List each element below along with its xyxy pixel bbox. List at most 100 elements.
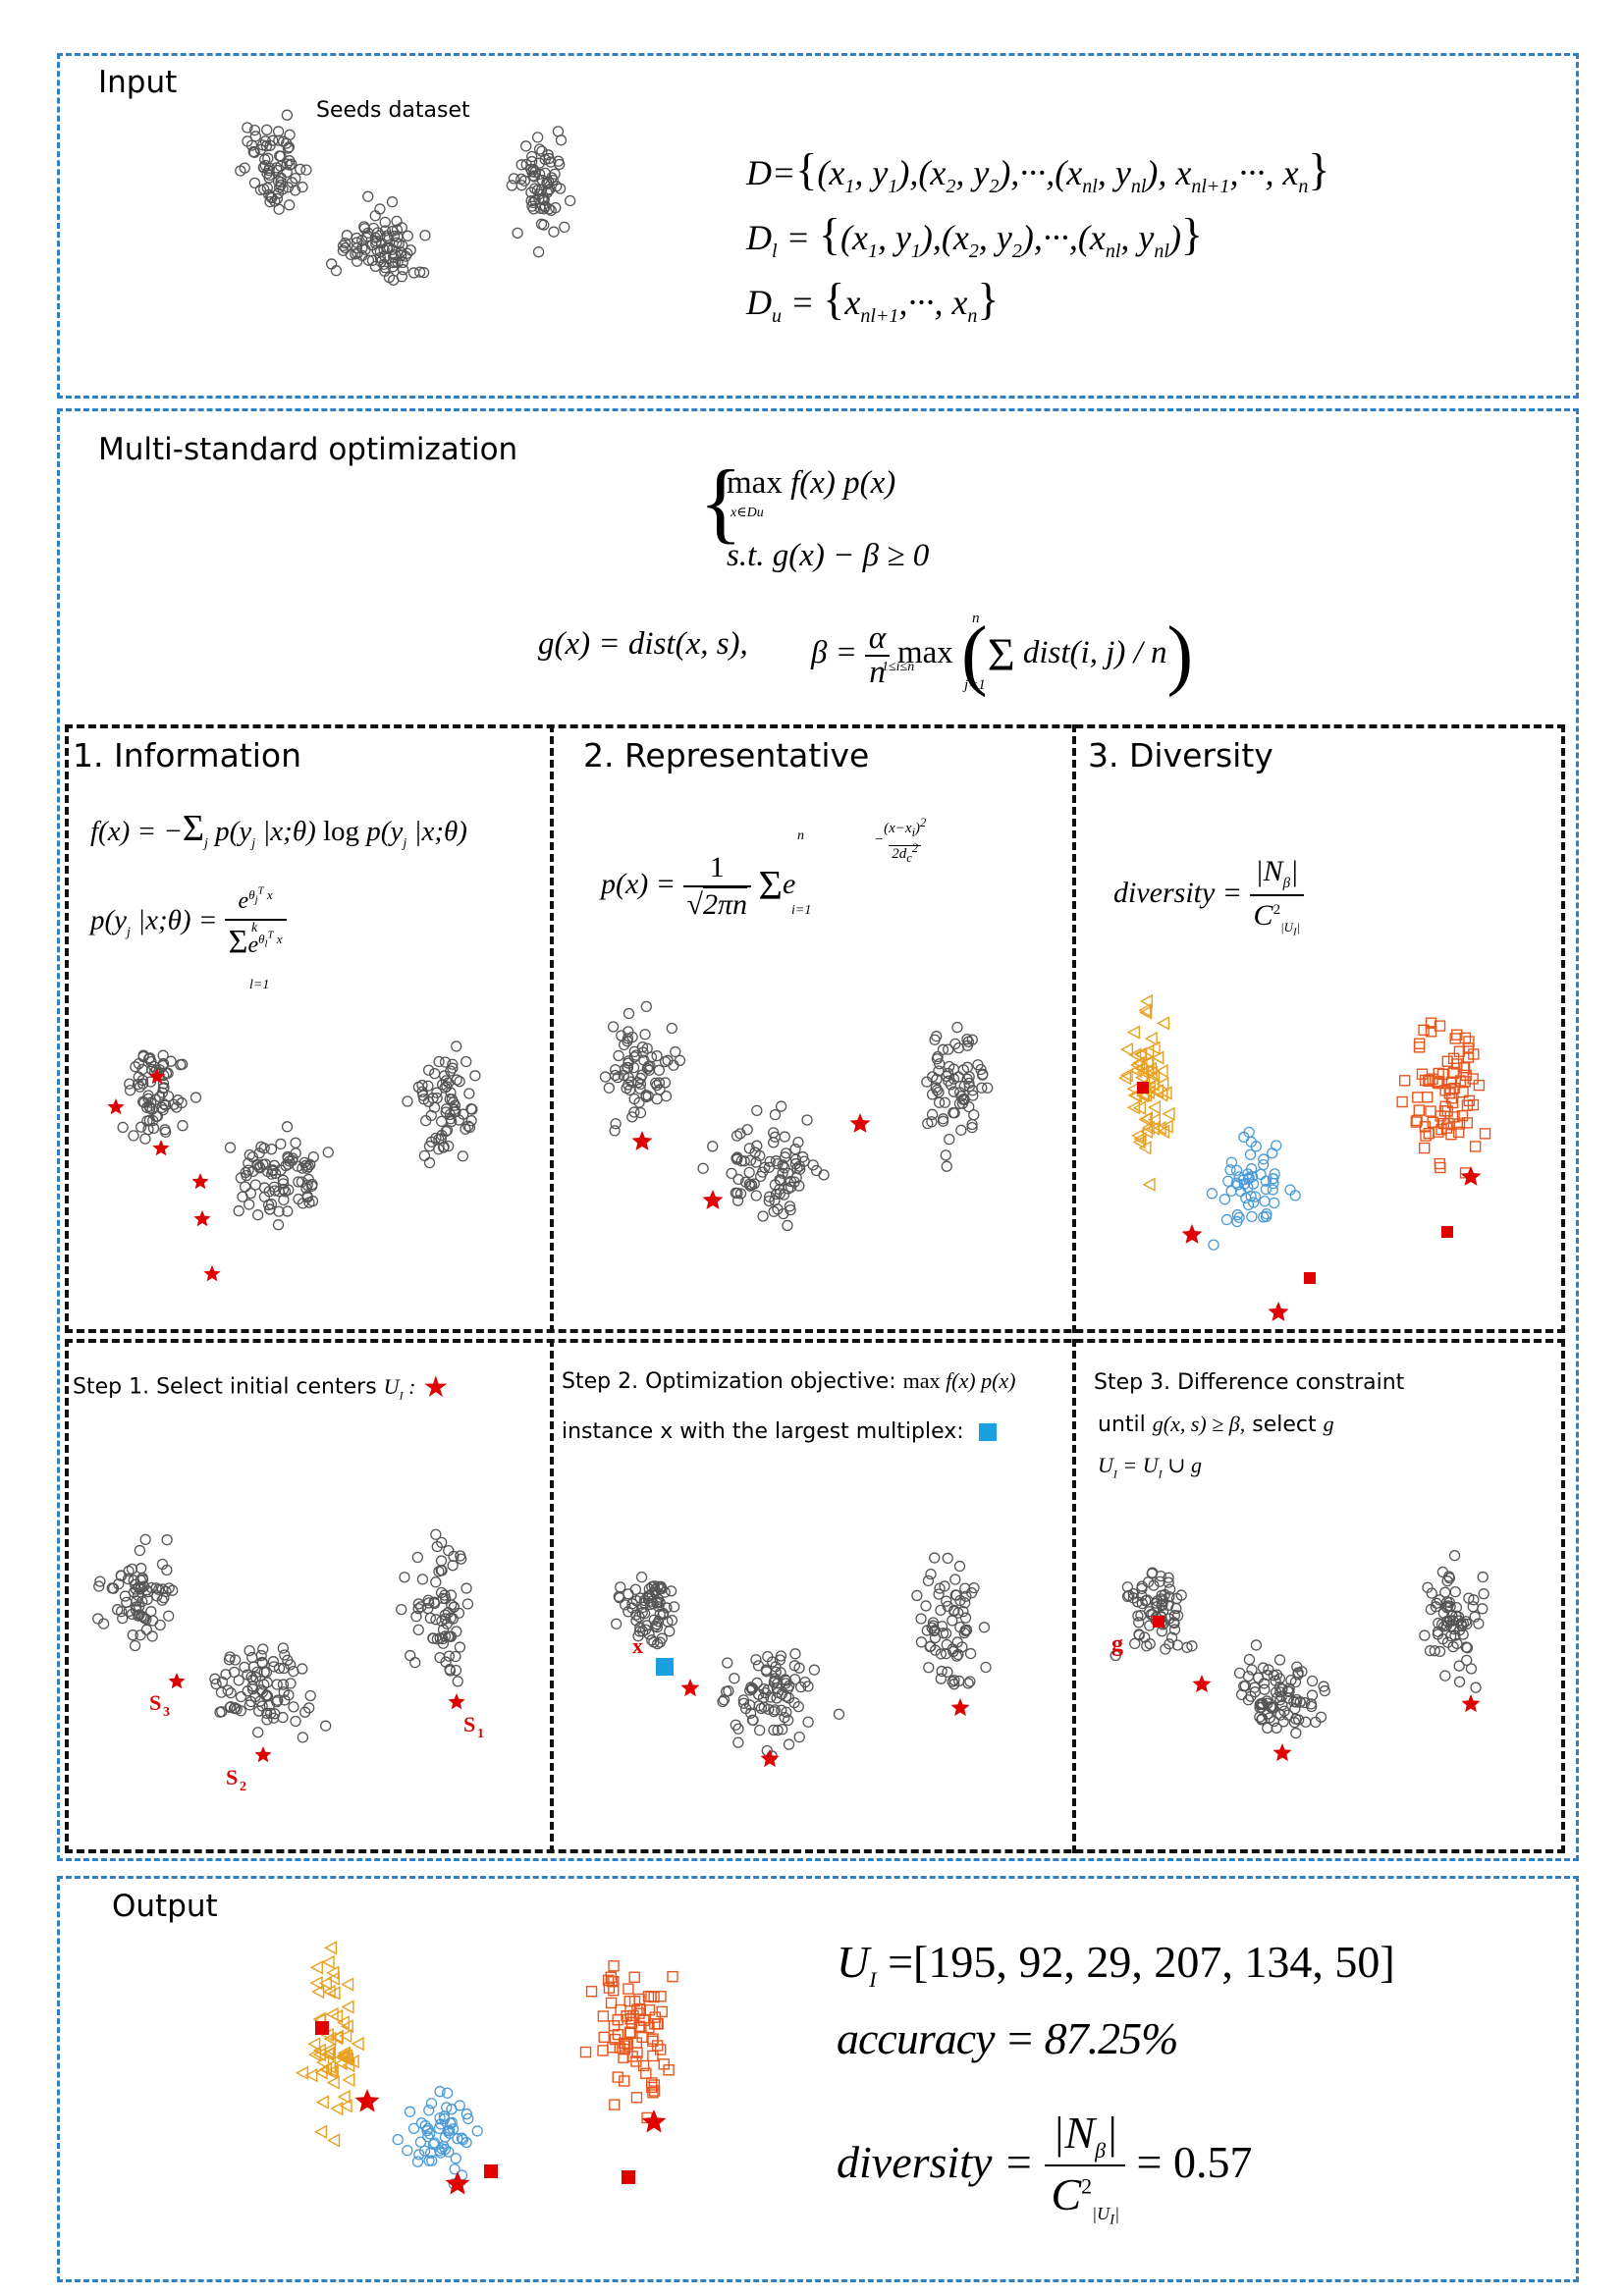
point bbox=[926, 1108, 939, 1120]
point bbox=[774, 1654, 786, 1666]
center-square bbox=[1153, 1616, 1164, 1628]
point bbox=[1434, 1020, 1446, 1032]
point bbox=[136, 1063, 148, 1076]
point bbox=[281, 1121, 294, 1133]
point bbox=[623, 1055, 634, 1067]
point bbox=[341, 2000, 354, 2014]
point bbox=[366, 254, 379, 266]
point bbox=[136, 1074, 149, 1087]
point bbox=[1271, 1140, 1282, 1151]
point bbox=[653, 1064, 665, 1076]
point bbox=[625, 2016, 638, 2029]
point bbox=[411, 2156, 424, 2167]
point bbox=[939, 1096, 951, 1108]
point bbox=[1242, 1199, 1255, 1211]
point bbox=[1442, 1117, 1454, 1130]
point bbox=[265, 1144, 278, 1155]
point bbox=[543, 152, 555, 165]
point bbox=[1426, 1587, 1437, 1599]
point bbox=[777, 1167, 788, 1179]
point bbox=[818, 1169, 830, 1181]
point bbox=[415, 2117, 428, 2129]
point bbox=[959, 1612, 972, 1624]
point bbox=[258, 1679, 270, 1690]
point bbox=[144, 1076, 157, 1088]
point bbox=[628, 1051, 640, 1063]
point bbox=[435, 1586, 448, 1599]
point bbox=[425, 1136, 438, 1148]
point bbox=[782, 1167, 794, 1179]
point bbox=[539, 201, 551, 213]
center-star bbox=[641, 2109, 667, 2133]
point bbox=[224, 1651, 236, 1663]
point bbox=[536, 192, 549, 205]
point bbox=[957, 1064, 970, 1076]
point bbox=[326, 1971, 340, 1986]
point bbox=[440, 1593, 452, 1605]
point bbox=[412, 1624, 424, 1636]
point bbox=[449, 1099, 461, 1111]
point bbox=[273, 134, 285, 146]
entropy-equation: f(x) = −Σj p(yj |x;θ) log p(yj |x;θ) bbox=[90, 808, 467, 851]
point bbox=[304, 1158, 316, 1171]
point bbox=[980, 1661, 992, 1674]
point bbox=[789, 1153, 802, 1165]
point bbox=[1128, 1047, 1142, 1062]
point bbox=[285, 1678, 297, 1689]
point bbox=[147, 1615, 159, 1627]
point bbox=[538, 219, 550, 231]
point bbox=[619, 1039, 630, 1051]
point bbox=[940, 1628, 952, 1639]
point bbox=[273, 1662, 286, 1675]
point bbox=[414, 2136, 427, 2148]
point bbox=[107, 1582, 120, 1594]
point bbox=[1444, 1084, 1456, 1095]
point bbox=[1225, 1156, 1238, 1168]
step-2-text-2: instance x with the largest multiplex: bbox=[562, 1419, 997, 1444]
point bbox=[297, 1663, 308, 1675]
point bbox=[1141, 1120, 1155, 1136]
point bbox=[463, 1088, 475, 1099]
point bbox=[1416, 1068, 1429, 1080]
point bbox=[1130, 1057, 1144, 1073]
point bbox=[336, 2015, 350, 2030]
exponent: −(x−xi)2 2dc2 bbox=[874, 816, 927, 866]
center-star bbox=[680, 1679, 700, 1697]
point bbox=[931, 1053, 944, 1065]
point bbox=[471, 2125, 483, 2137]
point bbox=[117, 1612, 129, 1625]
sum-subscript: j=1 bbox=[964, 677, 986, 693]
point bbox=[442, 2087, 454, 2099]
point bbox=[431, 1087, 443, 1098]
point bbox=[262, 152, 274, 164]
point bbox=[1206, 1188, 1218, 1200]
point bbox=[598, 2031, 610, 2044]
point bbox=[1447, 1052, 1460, 1064]
point bbox=[452, 1676, 463, 1687]
point bbox=[442, 1607, 455, 1619]
center-star bbox=[950, 1698, 970, 1717]
point bbox=[636, 1607, 648, 1619]
point bbox=[442, 1630, 455, 1642]
point bbox=[1134, 1047, 1148, 1062]
point bbox=[1260, 1183, 1272, 1196]
point bbox=[627, 1061, 640, 1074]
point bbox=[271, 164, 284, 177]
point bbox=[661, 1602, 673, 1614]
point bbox=[340, 237, 352, 249]
point bbox=[655, 1991, 667, 2002]
point bbox=[283, 1184, 295, 1196]
point bbox=[779, 1711, 790, 1724]
point bbox=[1157, 1598, 1168, 1611]
point bbox=[264, 195, 276, 208]
point bbox=[948, 1675, 960, 1686]
point bbox=[427, 1632, 440, 1644]
point bbox=[311, 1984, 325, 2000]
point bbox=[229, 1702, 242, 1714]
point bbox=[160, 1099, 172, 1111]
point bbox=[1134, 1061, 1148, 1076]
point bbox=[440, 1075, 452, 1087]
center-square bbox=[315, 2021, 329, 2035]
point bbox=[1427, 1116, 1438, 1128]
